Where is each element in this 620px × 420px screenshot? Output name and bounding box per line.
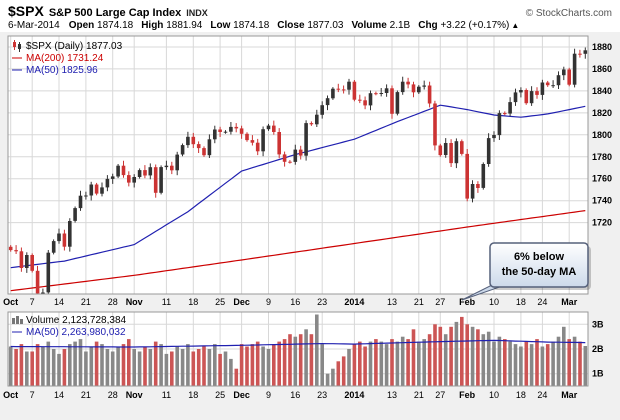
legend-volume-ma50: MA(50) 2,263,980,032 [26, 327, 126, 338]
svg-text:18: 18 [188, 390, 198, 400]
svg-text:1720: 1720 [592, 218, 612, 228]
svg-text:28: 28 [108, 390, 118, 400]
quote-low: Low 1874.18 [210, 20, 270, 31]
copyright: © StockCharts.com [525, 8, 612, 19]
svg-text:Feb: Feb [459, 390, 476, 400]
ma-lines [10, 104, 586, 292]
quote-date: 6-Mar-2014 [8, 20, 60, 31]
svg-text:21: 21 [81, 297, 91, 307]
svg-text:24: 24 [537, 297, 547, 307]
svg-text:18: 18 [188, 297, 198, 307]
svg-text:13: 13 [387, 390, 397, 400]
svg-text:Nov: Nov [126, 297, 143, 307]
svg-text:21: 21 [414, 297, 424, 307]
ma200-line [10, 210, 586, 292]
svg-text:9: 9 [266, 297, 271, 307]
callout-box [489, 242, 589, 288]
svg-text:18: 18 [516, 390, 526, 400]
index-name: S&P 500 Large Cap Index [48, 7, 182, 19]
svg-text:Mar: Mar [561, 297, 578, 307]
svg-text:1B: 1B [592, 369, 604, 379]
svg-text:7: 7 [30, 297, 35, 307]
svg-text:1740: 1740 [592, 196, 612, 206]
quote-high: High 1881.94 [141, 20, 203, 31]
svg-text:23: 23 [317, 297, 327, 307]
quote-open: Open 1874.18 [68, 20, 134, 31]
candlestick-icon [13, 40, 21, 52]
svg-text:Nov: Nov [126, 390, 143, 400]
price-pane-frame [7, 35, 589, 295]
legend-ma50: MA(50) 1825.96 [26, 65, 98, 76]
quote-close: Close 1877.03 [277, 20, 344, 31]
svg-text:21: 21 [414, 390, 424, 400]
svg-text:1880: 1880 [592, 42, 612, 52]
quote-row: 6-Mar-2014 Open 1874.18 High 1881.94 Low… [8, 20, 612, 31]
svg-text:21: 21 [81, 390, 91, 400]
up-arrow-icon: ▲ [511, 21, 520, 30]
annotation-callout: 6% below the 50-day MA [461, 242, 591, 301]
svg-text:1860: 1860 [592, 64, 612, 74]
svg-text:Dec: Dec [233, 390, 250, 400]
svg-text:1800: 1800 [592, 130, 612, 140]
ma50-line [10, 104, 586, 269]
callout-text-line2: the 50-day MA [502, 266, 577, 278]
svg-text:9: 9 [266, 390, 271, 400]
chart-header: $SPX S&P 500 Large Cap Index INDX © Stoc… [0, 0, 620, 32]
volume-ma50-line [10, 339, 586, 348]
svg-text:24: 24 [537, 390, 547, 400]
svg-text:28: 28 [108, 297, 118, 307]
symbol: $SPX [8, 3, 44, 19]
svg-text:25: 25 [215, 297, 225, 307]
svg-text:2014: 2014 [344, 390, 364, 400]
svg-text:2014: 2014 [344, 297, 364, 307]
svg-text:23: 23 [317, 390, 327, 400]
volume-bars [8, 314, 588, 386]
svg-text:14: 14 [54, 297, 64, 307]
chart-area: 1880 1860 1840 1820 1800 1780 1760 1740 1720 3B 2B… [0, 32, 620, 415]
volume-pane-frame [7, 311, 589, 387]
volume-bars-icon [12, 316, 23, 324]
legend-symbol: $SPX (Daily) 1877.03 [26, 41, 123, 52]
svg-text:Dec: Dec [233, 297, 250, 307]
svg-text:16: 16 [290, 390, 300, 400]
svg-text:27: 27 [435, 390, 445, 400]
legend-ma200: MA(200) 1731.24 [26, 53, 104, 64]
svg-text:Mar: Mar [561, 390, 578, 400]
svg-text:7: 7 [30, 390, 35, 400]
svg-text:Oct: Oct [3, 390, 18, 400]
svg-text:Feb: Feb [459, 297, 476, 307]
svg-text:1840: 1840 [592, 86, 612, 96]
svg-text:14: 14 [54, 390, 64, 400]
svg-text:11: 11 [162, 390, 171, 400]
quote-volume: Volume 2.1B [351, 20, 411, 31]
callout-text-line1: 6% below [514, 251, 565, 263]
svg-text:16: 16 [290, 297, 300, 307]
quote-change: Chg +3.22 (+0.17%) ▲ [418, 20, 520, 31]
svg-text:3B: 3B [592, 319, 604, 329]
title-row: $SPX S&P 500 Large Cap Index INDX © Stoc… [8, 3, 612, 19]
svg-text:13: 13 [387, 297, 397, 307]
svg-text:11: 11 [162, 297, 171, 307]
svg-text:10: 10 [489, 297, 499, 307]
svg-text:1780: 1780 [592, 152, 612, 162]
axis-labels: 1880 1860 1840 1820 1800 1780 1760 1740 1720 3B 2B… [3, 42, 612, 400]
svg-text:1760: 1760 [592, 174, 612, 184]
legend-volume: Volume 2,123,728,384 [26, 315, 127, 326]
svg-text:1820: 1820 [592, 108, 612, 118]
svg-text:27: 27 [435, 297, 445, 307]
svg-text:18: 18 [516, 297, 526, 307]
svg-text:2B: 2B [592, 344, 604, 354]
candlesticks [8, 47, 588, 294]
svg-text:Oct: Oct [3, 297, 18, 307]
price-volume-chart: 1880 1860 1840 1820 1800 1780 1760 1740 1720 3B 2B… [3, 35, 612, 400]
svg-text:10: 10 [489, 390, 499, 400]
exchange-label: INDX [186, 8, 208, 18]
svg-text:25: 25 [215, 390, 225, 400]
